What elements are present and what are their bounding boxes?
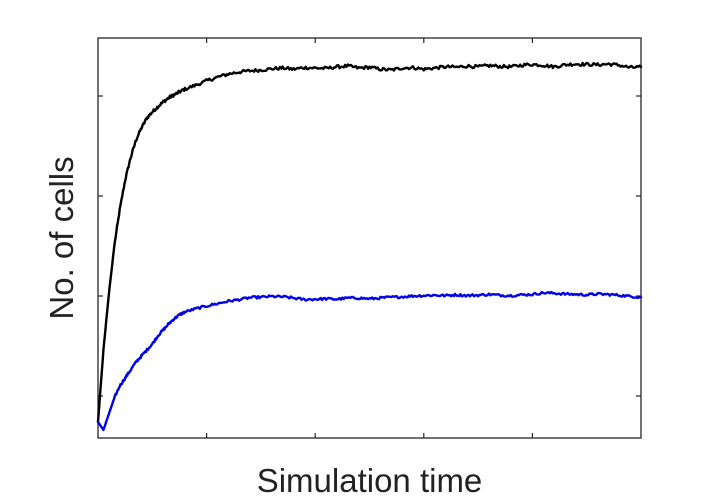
series-group [96, 61, 643, 432]
plot-frame [97, 37, 642, 439]
y-axis-label: No. of cells [43, 156, 80, 319]
series-line-1 [96, 61, 643, 424]
axis-ticks [98, 38, 641, 438]
x-axis-label: Simulation time [257, 462, 483, 499]
series-line-2 [96, 290, 643, 432]
